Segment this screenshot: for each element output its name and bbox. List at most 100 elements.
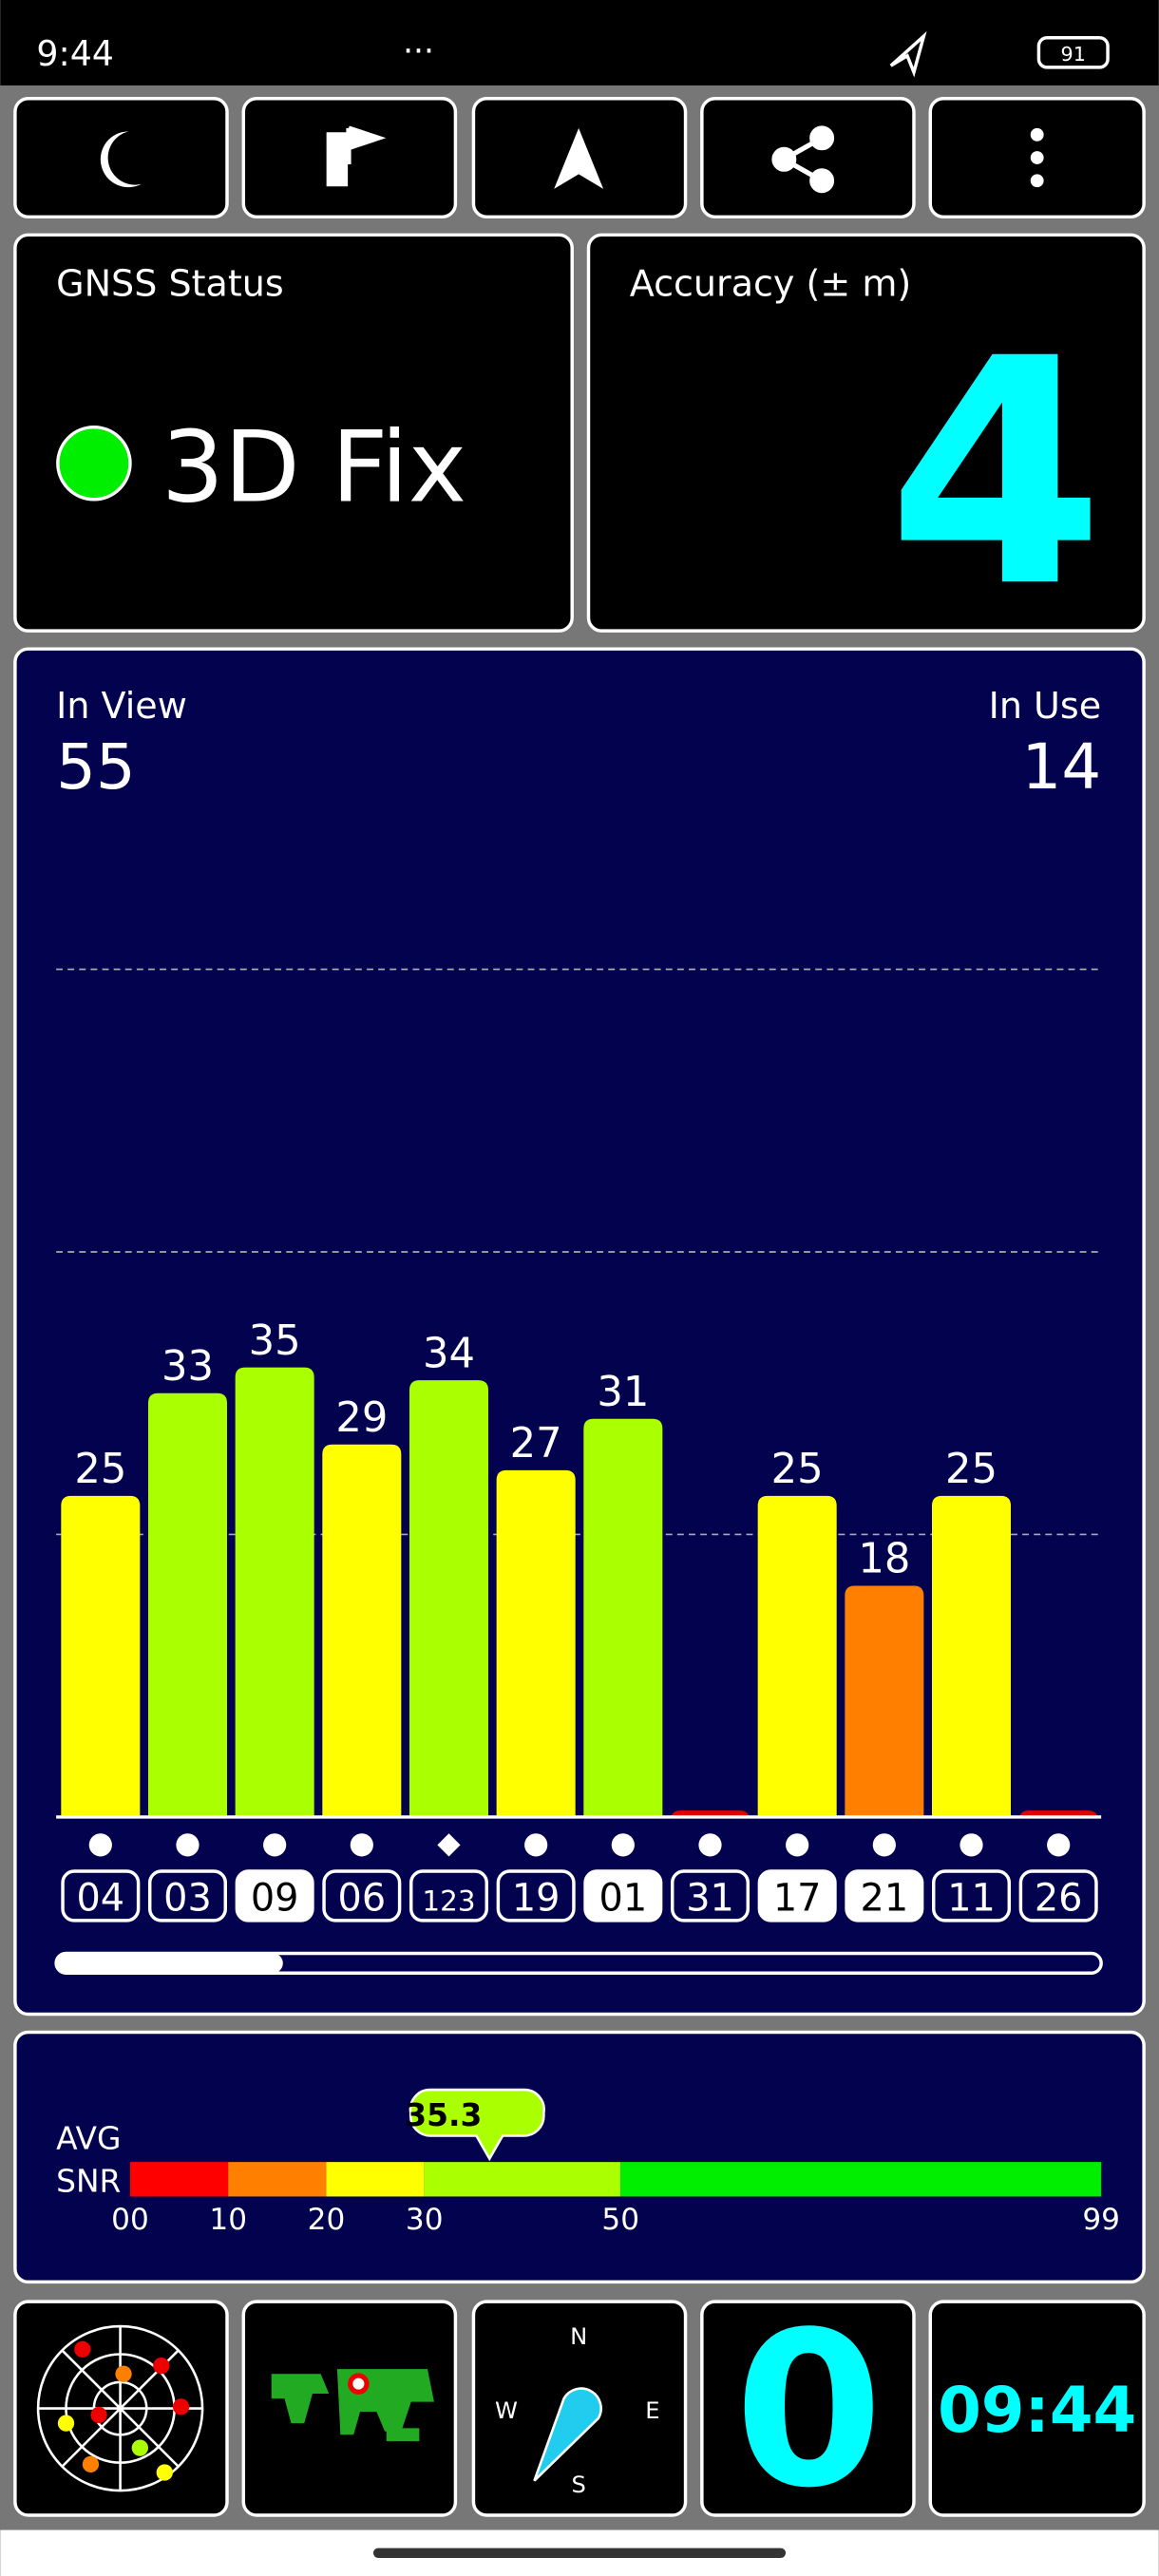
sat-id: 04 <box>77 1877 125 1921</box>
sat-id: 01 <box>599 1877 648 1921</box>
constellation-marker <box>872 1833 896 1857</box>
snr-label: 34 <box>423 1330 475 1377</box>
sat-id-box <box>583 1869 663 1923</box>
snr-tick-label: 50 <box>601 2203 639 2237</box>
sat-id-box <box>147 1869 228 1923</box>
avg-value: 35.3 <box>405 2096 482 2133</box>
status-bar <box>0 0 1159 85</box>
location-icon <box>889 30 927 78</box>
in-use-label: In Use <box>989 685 1102 727</box>
snr-bar <box>322 1444 402 1817</box>
scrollbar-thumb[interactable] <box>56 1953 283 1974</box>
speed-value: 0 <box>734 2286 883 2535</box>
snr-scale: 00 10 20 30 50 99 35.3 <box>111 2088 1120 2237</box>
menu-icon <box>1030 127 1044 188</box>
sat-id: 11 <box>947 1877 996 1921</box>
status-more: ··· <box>403 33 434 71</box>
snr-label: 29 <box>335 1394 388 1442</box>
home-indicator[interactable] <box>372 2548 787 2558</box>
constellation-marker <box>960 1833 983 1857</box>
sat-id-box <box>757 1869 837 1923</box>
compass-n: N <box>570 2323 587 2350</box>
constellation-marker <box>88 1833 112 1857</box>
snr-label: 35 <box>249 1317 301 1365</box>
sat-id-box <box>408 1869 489 1923</box>
snr-bar <box>147 1392 228 1817</box>
snr-bars: 25 04 33 03 35 09 29 06 34 123 27 19 31 01 31 25 17 18 21 2… <box>56 968 1102 1923</box>
snr-label: SNR <box>56 2162 121 2199</box>
status-time: 9:44 <box>36 33 114 74</box>
toolbar <box>13 97 1146 219</box>
share-icon <box>771 125 835 194</box>
sat-id-box <box>322 1869 402 1923</box>
snr-tick-label: 99 <box>1082 2203 1120 2237</box>
compass-e: E <box>645 2397 659 2424</box>
in-use-value: 14 <box>1022 731 1102 804</box>
sat-id: 21 <box>861 1877 909 1921</box>
snr-band <box>129 2162 229 2197</box>
snr-tick-label: 20 <box>308 2203 346 2237</box>
in-view-label: In View <box>56 685 187 727</box>
snr-label: 31 <box>597 1369 649 1416</box>
speed-button[interactable] <box>700 2300 916 2517</box>
snr-band <box>326 2162 425 2197</box>
snr-bar <box>496 1469 576 1817</box>
snr-bar <box>61 1495 141 1817</box>
constellation-marker <box>524 1833 548 1857</box>
constellation-marker <box>786 1833 809 1857</box>
accuracy-label: Accuracy (± m) <box>630 262 912 304</box>
gnss-panel <box>13 233 574 633</box>
snr-label: 33 <box>162 1343 214 1391</box>
position-pin <box>348 2373 370 2395</box>
constellation-marker <box>176 1833 200 1857</box>
snr-bar <box>931 1495 1012 1817</box>
constellation-marker <box>698 1833 722 1857</box>
compass-s: S <box>571 2472 585 2498</box>
gnss-value: 3D Fix <box>162 411 466 525</box>
snr-label: 25 <box>945 1446 998 1493</box>
constellation-marker <box>350 1833 373 1857</box>
sky-plot-dots <box>57 2340 190 2481</box>
snr-label: 18 <box>858 1536 910 1583</box>
snr-bar <box>757 1495 837 1817</box>
sat-id-box <box>670 1869 750 1923</box>
sat-id-box <box>496 1869 576 1923</box>
sat-id-box <box>1018 1869 1098 1923</box>
navigate-icon <box>554 127 604 189</box>
clock-button[interactable] <box>928 2300 1146 2517</box>
constellation-marker <box>1047 1833 1071 1857</box>
constellation-marker <box>611 1833 635 1857</box>
gnss-label: GNSS Status <box>56 262 284 304</box>
sat-id: 26 <box>1035 1877 1083 1921</box>
snr-label: 27 <box>510 1420 562 1468</box>
share-button[interactable] <box>700 97 916 219</box>
constellation-marker <box>437 1833 461 1857</box>
avg-marker <box>408 2088 545 2162</box>
snr-tick-label: 30 <box>406 2203 444 2237</box>
sat-id-box <box>61 1869 141 1923</box>
in-view-value: 55 <box>56 731 136 804</box>
snr-tick-label: 10 <box>209 2203 247 2237</box>
mark-icon <box>326 125 387 187</box>
sat-id: 19 <box>512 1877 560 1921</box>
snr-bar <box>235 1367 314 1817</box>
snr-bar <box>583 1418 663 1817</box>
snr-label: 25 <box>771 1446 824 1493</box>
night-button[interactable] <box>13 97 229 219</box>
constellation-marker <box>263 1833 287 1857</box>
snr-bar <box>408 1380 489 1817</box>
compass-w: W <box>495 2397 518 2424</box>
snr-tick-label: 00 <box>111 2203 149 2237</box>
snr-band <box>228 2162 327 2197</box>
sat-id: 31 <box>686 1877 734 1921</box>
snr-band <box>620 2162 1102 2197</box>
fix-indicator <box>56 425 132 502</box>
accuracy-value: 4 <box>887 292 1105 655</box>
sat-id: 09 <box>251 1877 299 1921</box>
compass-needle <box>533 2387 602 2482</box>
snr-label: 25 <box>74 1446 126 1493</box>
avg-label: AVG <box>56 2119 121 2156</box>
sat-id: 06 <box>338 1877 387 1921</box>
